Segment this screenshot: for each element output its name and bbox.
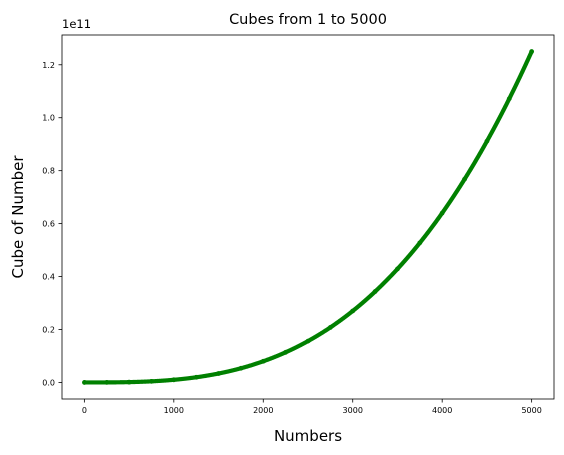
y-tick-label: 0.8 bbox=[42, 167, 55, 176]
y-tick-label: 0.6 bbox=[42, 220, 55, 229]
plot-frame bbox=[61, 34, 555, 400]
y-offset-label: 1e11 bbox=[62, 17, 91, 31]
data-point bbox=[327, 325, 333, 330]
y-tick-label: 0.2 bbox=[42, 326, 55, 335]
x-tick-label: 3000 bbox=[343, 406, 363, 415]
x-axis-title: Numbers bbox=[274, 427, 342, 445]
y-tick-label: 0.4 bbox=[42, 273, 55, 282]
x-tick-label: 0 bbox=[82, 406, 87, 415]
x-tick-label: 5000 bbox=[521, 406, 541, 415]
data-point bbox=[372, 289, 378, 294]
data-point bbox=[529, 49, 535, 54]
data-point bbox=[417, 240, 423, 246]
x-axis: 0 1000 2000 3000 4000 5000 bbox=[82, 399, 542, 415]
chart-title: Cubes from 1 to 5000 bbox=[229, 12, 387, 28]
data-point bbox=[305, 338, 311, 344]
y-tick-label: 1.2 bbox=[42, 61, 55, 70]
data-point bbox=[462, 176, 467, 182]
data-point bbox=[350, 308, 356, 314]
data-point bbox=[283, 349, 289, 355]
data-point bbox=[238, 365, 244, 371]
y-tick-label: 1.0 bbox=[42, 114, 55, 123]
series-curve bbox=[82, 49, 534, 385]
data-point bbox=[216, 371, 221, 376]
data-point bbox=[193, 374, 199, 380]
data-point bbox=[484, 138, 490, 144]
data-point bbox=[82, 380, 87, 385]
data-point bbox=[149, 378, 154, 384]
data-point bbox=[171, 377, 177, 383]
y-axis: 0.0 0.2 0.4 0.6 0.8 1.0 1.2 bbox=[42, 61, 62, 387]
data-point bbox=[439, 210, 445, 216]
data-point bbox=[506, 96, 512, 102]
x-tick-label: 1000 bbox=[164, 406, 184, 415]
data-point bbox=[104, 380, 110, 385]
series-layer bbox=[82, 49, 535, 385]
x-tick-label: 4000 bbox=[432, 406, 452, 415]
data-point bbox=[126, 379, 132, 385]
x-tick-label: 2000 bbox=[253, 406, 273, 415]
data-point bbox=[395, 266, 400, 272]
plot-area bbox=[61, 34, 555, 400]
y-axis-title: Cube of Number bbox=[9, 155, 27, 279]
y-tick-label: 0.0 bbox=[42, 378, 55, 387]
data-point bbox=[260, 358, 266, 364]
